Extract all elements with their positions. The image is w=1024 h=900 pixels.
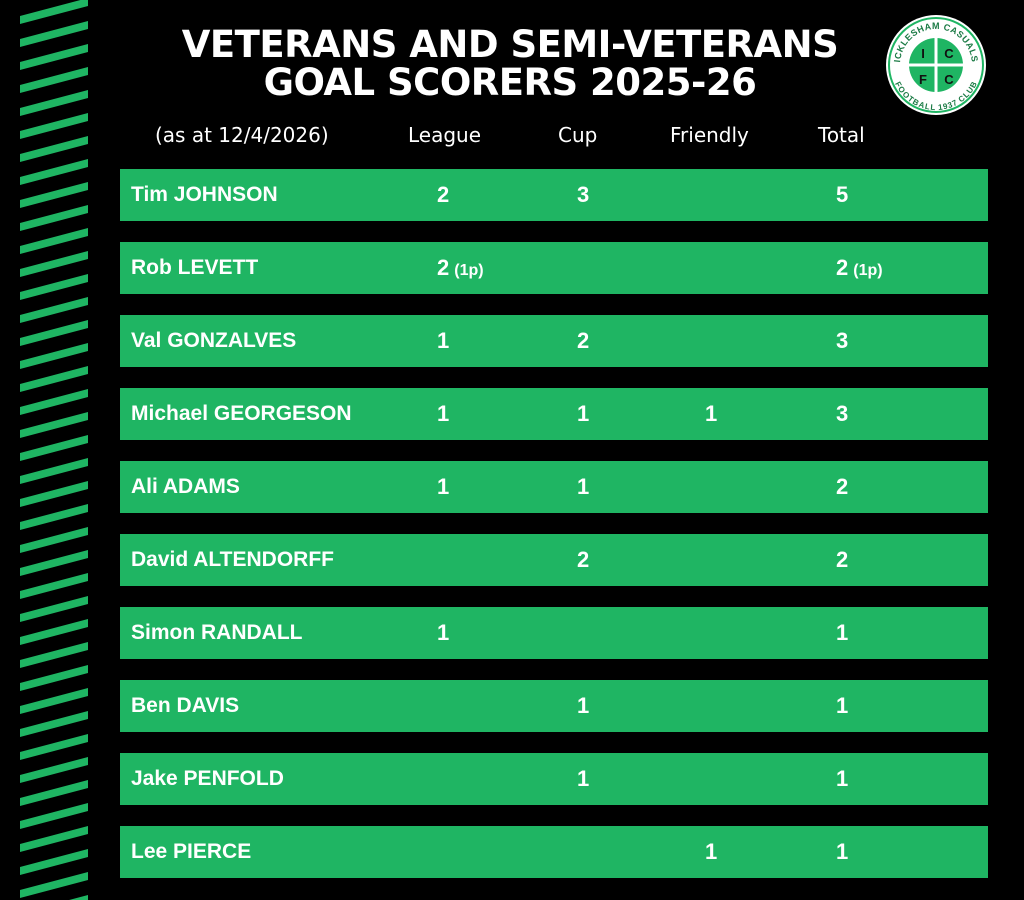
league-goals: 2 (1p) — [437, 242, 484, 294]
scorers-table: Tim JOHNSON 2 3 5 Rob LEVETT 2 (1p) 2 (1p) Val GO… — [120, 169, 988, 899]
total-goals: 1 — [836, 826, 848, 878]
total-penalty-note: (1p) — [853, 262, 883, 279]
total-value: 1 — [836, 620, 849, 645]
friendly-value: 1 — [705, 401, 718, 426]
league-value: 2 — [437, 255, 450, 280]
cup-value: 1 — [577, 401, 590, 426]
league-value: 2 — [437, 182, 450, 207]
column-header-total: Total — [818, 123, 865, 147]
league-goals: 2 — [437, 169, 449, 221]
player-name: Simon RANDALL — [131, 621, 303, 644]
league-value: 1 — [437, 401, 450, 426]
table-row: Jake PENFOLD 1 1 — [120, 753, 988, 805]
table-row: Rob LEVETT 2 (1p) 2 (1p) — [120, 242, 988, 294]
cup-value: 2 — [577, 328, 590, 353]
title-line-1: VETERANS AND SEMI-VETERANS — [181, 23, 839, 66]
logo-letter-4: C — [944, 72, 954, 87]
total-value: 1 — [836, 693, 849, 718]
total-value: 2 — [836, 547, 849, 572]
cup-goals: 1 — [577, 461, 589, 513]
player-name: Ali ADAMS — [131, 475, 240, 498]
league-goals: 1 — [437, 607, 449, 659]
cup-value: 1 — [577, 766, 590, 791]
player-name: Michael GEORGESON — [131, 402, 352, 425]
friendly-goals: 1 — [705, 826, 717, 878]
player-name: Jake PENFOLD — [131, 767, 284, 790]
total-goals: 3 — [836, 315, 848, 367]
logo-letter-3: F — [919, 72, 927, 87]
cup-goals: 2 — [577, 315, 589, 367]
cup-goals: 2 — [577, 534, 589, 586]
title-line-2: GOAL SCORERS 2025-26 — [263, 61, 757, 104]
total-value: 5 — [836, 182, 849, 207]
league-value: 1 — [437, 474, 450, 499]
cup-value: 2 — [577, 547, 590, 572]
total-goals: 1 — [836, 607, 848, 659]
cup-goals: 1 — [577, 680, 589, 732]
total-value: 1 — [836, 766, 849, 791]
table-row: Simon RANDALL 1 1 — [120, 607, 988, 659]
table-row: Tim JOHNSON 2 3 5 — [120, 169, 988, 221]
cup-value: 1 — [577, 693, 590, 718]
club-logo: I C F C ICKLESHAM CASUALS FOOTBALL 1937 … — [886, 15, 986, 115]
player-name: Tim JOHNSON — [131, 183, 278, 206]
total-value: 3 — [836, 328, 849, 353]
total-goals: 2 (1p) — [836, 242, 883, 294]
player-name: Val GONZALVES — [131, 329, 297, 352]
logo-letter-2: C — [944, 46, 954, 61]
cup-goals: 3 — [577, 169, 589, 221]
total-value: 2 — [836, 474, 849, 499]
player-name: Ben DAVIS — [131, 694, 240, 717]
table-row: David ALTENDORFF 2 2 — [120, 534, 988, 586]
league-value: 1 — [437, 328, 450, 353]
column-header-friendly: Friendly — [670, 123, 749, 147]
league-goals: 1 — [437, 315, 449, 367]
cup-value: 3 — [577, 182, 590, 207]
player-name: Rob LEVETT — [131, 256, 259, 279]
table-row: Lee PIERCE 1 1 — [120, 826, 988, 878]
cup-value: 1 — [577, 474, 590, 499]
league-value: 1 — [437, 620, 450, 645]
friendly-goals: 1 — [705, 388, 717, 440]
player-name: Lee PIERCE — [131, 840, 252, 863]
friendly-value: 1 — [705, 839, 718, 864]
total-goals: 1 — [836, 753, 848, 805]
total-goals: 2 — [836, 461, 848, 513]
total-goals: 1 — [836, 680, 848, 732]
column-header-league: League — [408, 123, 482, 147]
cup-goals: 1 — [577, 388, 589, 440]
table-row: Ben DAVIS 1 1 — [120, 680, 988, 732]
total-value: 1 — [836, 839, 849, 864]
decorative-stripes — [20, 0, 88, 900]
player-name: David ALTENDORFF — [131, 548, 334, 571]
league-goals: 1 — [437, 388, 449, 440]
league-goals: 1 — [437, 461, 449, 513]
total-goals: 3 — [836, 388, 848, 440]
total-value: 3 — [836, 401, 849, 426]
total-goals: 2 — [836, 534, 848, 586]
table-row: Val GONZALVES 1 2 3 — [120, 315, 988, 367]
logo-letter-1: I — [921, 46, 925, 61]
as-at-date: (as at 12/4/2026) — [155, 123, 329, 147]
table-row: Michael GEORGESON 1 1 1 3 — [120, 388, 988, 440]
page-title: VETERANS AND SEMI-VETERANS GOAL SCORERS … — [120, 26, 900, 102]
cup-goals: 1 — [577, 753, 589, 805]
total-value: 2 — [836, 255, 849, 280]
column-header-cup: Cup — [558, 123, 598, 147]
table-row: Ali ADAMS 1 1 2 — [120, 461, 988, 513]
league-penalty-note: (1p) — [454, 262, 484, 279]
total-goals: 5 — [836, 169, 848, 221]
